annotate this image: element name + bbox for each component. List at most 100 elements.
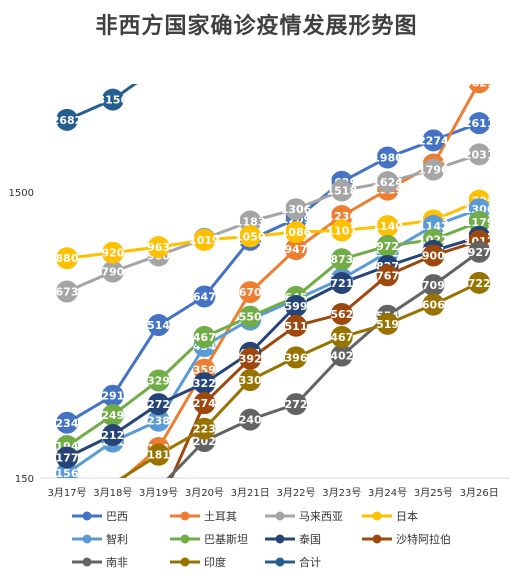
data-label-巴基斯坦: 873 bbox=[330, 253, 353, 266]
data-point-合计 bbox=[101, 88, 124, 111]
data-point-泰国 bbox=[193, 372, 216, 395]
data-label-土耳其: 1236 bbox=[326, 210, 357, 223]
data-label-南非: 240 bbox=[239, 414, 262, 427]
legend-label-智利: 智利 bbox=[106, 532, 128, 546]
data-label-日本: 1101 bbox=[326, 224, 357, 237]
data-label-泰国: 212 bbox=[101, 429, 124, 442]
legend-marker-土耳其 bbox=[180, 511, 190, 521]
data-label-巴西: 514 bbox=[147, 319, 170, 332]
data-label-日本: 920 bbox=[101, 247, 124, 260]
data-label-印度: 223 bbox=[193, 423, 216, 436]
data-point-南非 bbox=[285, 393, 307, 416]
legend-marker-印度 bbox=[180, 557, 190, 567]
legend-label-土耳其: 土耳其 bbox=[204, 510, 237, 523]
series-line-日本 bbox=[66, 199, 480, 260]
data-label-沙特阿拉伯: 562 bbox=[330, 308, 353, 321]
data-point-马来西亚 bbox=[330, 179, 353, 202]
data-label-沙特阿拉伯: 767 bbox=[376, 269, 399, 282]
data-point-马来西亚 bbox=[285, 198, 307, 221]
data-label-日本: 1019 bbox=[189, 234, 220, 247]
x-tick-label: 3月21日 bbox=[231, 487, 270, 499]
legend-label-南非: 南非 bbox=[106, 556, 128, 569]
legend-label-沙特阿拉伯: 沙特阿拉伯 bbox=[396, 532, 451, 546]
data-label-南非: 272 bbox=[285, 398, 308, 411]
data-label-智利: 238 bbox=[147, 415, 170, 428]
data-label-土耳其: 3629 bbox=[464, 76, 495, 89]
data-point-巴基斯坦 bbox=[330, 248, 353, 271]
data-label-合计: 3156 bbox=[97, 94, 128, 107]
x-tick-label: 3月20号 bbox=[185, 487, 224, 499]
legend-marker-沙特阿拉伯 bbox=[372, 534, 382, 544]
data-point-泰国 bbox=[147, 393, 170, 416]
data-point-日本 bbox=[101, 241, 124, 264]
data-point-巴基斯坦 bbox=[376, 234, 399, 257]
data-point-泰国 bbox=[285, 295, 307, 318]
data-label-泰国: 177 bbox=[56, 451, 79, 464]
chart-title: 非西方国家确诊疫情发展形势图 bbox=[95, 14, 418, 39]
data-point-日本 bbox=[330, 219, 353, 242]
data-label-沙特阿拉伯: 511 bbox=[285, 320, 308, 333]
legend-label-巴西: 巴西 bbox=[106, 510, 128, 523]
data-label-日本: 1140 bbox=[372, 220, 403, 233]
x-tick-label: 3月19号 bbox=[139, 487, 178, 499]
series-line-智利 bbox=[66, 207, 480, 475]
data-label-泰国: 322 bbox=[193, 377, 216, 390]
data-label-沙特阿拉伯: 274 bbox=[193, 397, 216, 410]
data-label-沙特阿拉伯: 900 bbox=[422, 249, 445, 262]
data-label-智利: 156 bbox=[56, 467, 79, 480]
data-label-巴西: 2274 bbox=[418, 134, 449, 147]
legend-label-合计: 合计 bbox=[299, 555, 321, 569]
data-label-巴基斯坦: 1179 bbox=[464, 216, 495, 229]
legend-marker-泰国 bbox=[275, 534, 285, 544]
data-point-南非 bbox=[468, 240, 491, 263]
data-label-土耳其: 947 bbox=[285, 243, 308, 256]
x-tick-label: 3月26日 bbox=[460, 487, 499, 499]
data-label-印度: 606 bbox=[422, 299, 445, 312]
data-label-印度: 330 bbox=[239, 374, 262, 387]
data-point-印度 bbox=[376, 312, 399, 335]
data-label-巴西: 234 bbox=[56, 417, 79, 430]
data-label-南非: 402 bbox=[330, 350, 353, 363]
data-label-巴西: 2611 bbox=[464, 117, 495, 130]
data-label-土耳其: 670 bbox=[239, 286, 262, 299]
data-label-马来西亚: 2031 bbox=[464, 148, 495, 161]
data-label-泰国: 721 bbox=[330, 277, 353, 290]
data-point-巴基斯坦 bbox=[239, 305, 262, 328]
data-point-马来西亚 bbox=[422, 158, 445, 181]
data-point-巴西 bbox=[376, 146, 399, 169]
data-point-沙特阿拉伯 bbox=[376, 264, 399, 287]
data-label-泰国: 272 bbox=[147, 398, 170, 411]
series-line-马来西亚 bbox=[66, 152, 480, 293]
data-point-巴西 bbox=[56, 411, 78, 434]
legend-marker-智利 bbox=[82, 534, 92, 544]
data-label-巴基斯坦: 467 bbox=[193, 331, 216, 344]
legend-label-马来西亚: 马来西亚 bbox=[299, 510, 343, 523]
data-point-沙特阿拉伯 bbox=[193, 392, 216, 415]
data-point-土耳其 bbox=[468, 84, 491, 94]
legend-marker-巴基斯坦 bbox=[180, 534, 190, 544]
data-label-南非: 927 bbox=[468, 246, 491, 259]
data-point-马来西亚 bbox=[101, 260, 124, 283]
data-point-沙特阿拉伯 bbox=[330, 302, 353, 325]
legend-label-巴基斯坦: 巴基斯坦 bbox=[204, 532, 248, 546]
data-point-日本 bbox=[239, 225, 262, 248]
legend-marker-日本 bbox=[372, 511, 382, 521]
legend-marker-南非 bbox=[82, 557, 92, 567]
series-line-巴西 bbox=[66, 121, 480, 425]
plot-area: 2342915146471021120916291980227426111913… bbox=[52, 76, 495, 480]
data-point-印度 bbox=[193, 417, 216, 440]
legend-marker-马来西亚 bbox=[275, 511, 285, 521]
data-point-巴西 bbox=[101, 384, 124, 407]
data-label-巴西: 291 bbox=[101, 390, 124, 403]
data-point-巴西 bbox=[422, 129, 445, 152]
legend-label-印度: 印度 bbox=[204, 555, 226, 569]
data-point-巴基斯坦 bbox=[193, 325, 216, 348]
data-label-泰国: 599 bbox=[285, 300, 308, 313]
data-label-马来西亚: 1624 bbox=[372, 176, 403, 189]
data-label-巴基斯坦: 972 bbox=[376, 240, 399, 253]
data-point-土耳其 bbox=[285, 238, 307, 261]
data-point-泰国 bbox=[101, 424, 124, 447]
data-label-马来西亚: 1518 bbox=[326, 185, 357, 198]
data-point-巴基斯坦 bbox=[147, 369, 170, 392]
data-point-日本 bbox=[147, 236, 170, 259]
